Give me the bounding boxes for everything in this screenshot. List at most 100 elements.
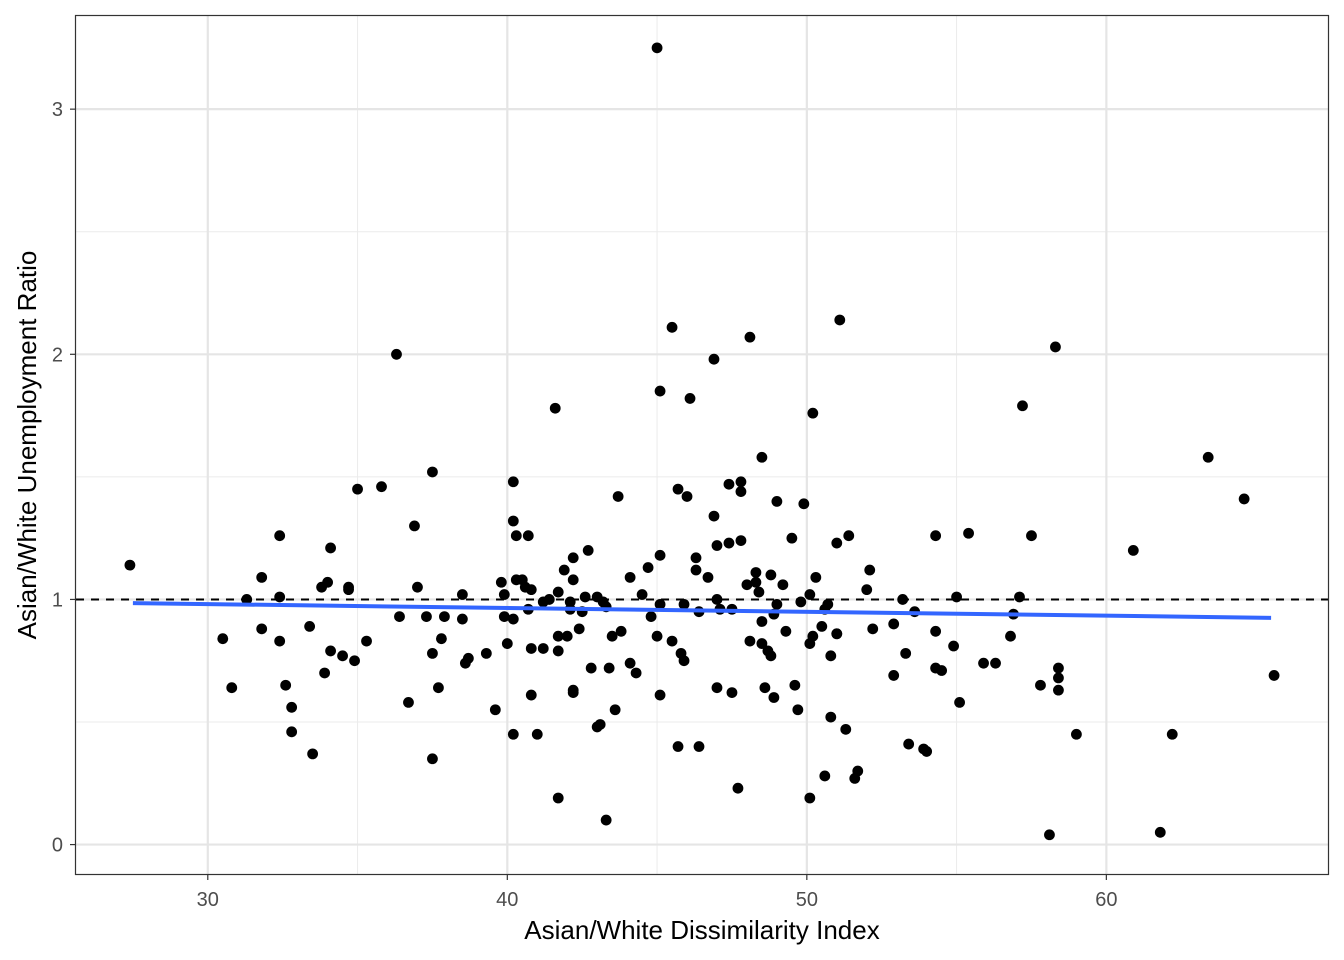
data-point xyxy=(585,662,597,674)
data-point xyxy=(807,407,819,419)
data-point xyxy=(525,584,537,596)
data-point xyxy=(732,782,744,794)
data-point xyxy=(672,483,684,495)
data-point xyxy=(864,564,876,576)
data-point xyxy=(756,638,768,649)
data-point xyxy=(349,655,360,667)
data-point xyxy=(888,618,900,630)
data-point xyxy=(274,530,286,542)
data-point xyxy=(921,746,933,757)
y-tick-label: 3 xyxy=(52,99,63,121)
data-point xyxy=(1071,728,1082,740)
data-point xyxy=(498,589,510,600)
data-point xyxy=(654,385,666,397)
data-point xyxy=(606,630,618,642)
data-point xyxy=(567,684,579,696)
data-point xyxy=(462,652,474,664)
data-point xyxy=(343,584,354,596)
data-point xyxy=(768,692,780,703)
y-tick-label: 1 xyxy=(52,589,63,611)
data-point xyxy=(624,571,636,583)
data-point xyxy=(412,581,423,593)
data-point xyxy=(352,483,363,495)
data-point xyxy=(286,726,298,738)
data-point xyxy=(322,576,333,588)
data-point xyxy=(963,527,974,539)
data-point xyxy=(903,738,915,750)
data-point xyxy=(744,635,756,647)
data-point xyxy=(624,657,636,669)
data-point xyxy=(573,623,585,635)
data-point xyxy=(376,481,387,493)
data-point xyxy=(537,643,549,654)
data-point xyxy=(582,545,594,556)
data-point xyxy=(930,530,942,542)
data-point xyxy=(394,611,405,622)
data-point xyxy=(645,611,657,622)
data-point xyxy=(756,616,768,627)
data-point xyxy=(900,647,912,659)
data-point xyxy=(843,530,855,542)
data-point xyxy=(615,625,627,637)
data-point xyxy=(678,655,690,667)
data-point xyxy=(427,466,438,478)
data-point xyxy=(439,611,450,622)
data-point xyxy=(765,569,777,581)
data-point xyxy=(726,687,738,698)
data-point xyxy=(609,704,621,716)
data-point xyxy=(436,633,447,645)
data-point xyxy=(888,670,900,681)
data-point xyxy=(567,574,579,586)
x-tick-label: 30 xyxy=(197,889,219,911)
data-point xyxy=(708,510,720,522)
data-point xyxy=(319,667,331,679)
data-point xyxy=(525,643,537,654)
data-point xyxy=(834,314,846,326)
data-point xyxy=(280,679,292,691)
data-point xyxy=(531,728,543,740)
data-point xyxy=(861,584,873,596)
data-point xyxy=(1202,451,1214,463)
data-point xyxy=(1053,662,1064,674)
data-point xyxy=(1053,684,1064,696)
data-point xyxy=(304,621,316,632)
data-point xyxy=(1166,728,1178,740)
data-point xyxy=(421,611,432,622)
data-point xyxy=(507,476,519,488)
data-point xyxy=(1053,672,1064,684)
data-point xyxy=(337,650,348,662)
data-point xyxy=(930,625,942,637)
data-point xyxy=(507,613,519,625)
data-point xyxy=(507,728,519,740)
data-point xyxy=(741,579,753,591)
data-point xyxy=(897,594,909,605)
data-point xyxy=(642,562,654,573)
data-point xyxy=(361,635,372,647)
data-point xyxy=(711,594,723,605)
data-point xyxy=(274,635,286,647)
data-point xyxy=(753,586,765,598)
data-point xyxy=(816,621,828,632)
data-point xyxy=(409,520,420,532)
data-point xyxy=(654,598,666,610)
data-point xyxy=(990,657,1001,669)
x-axis-title: Asian/White Dissimilarity Index xyxy=(524,915,879,945)
x-axis-ticks: 30 40 50 60 xyxy=(197,874,1117,911)
data-point xyxy=(612,491,624,502)
data-point xyxy=(630,667,642,679)
data-point xyxy=(804,792,816,804)
y-axis-title: Asian/White Unemployment Ratio xyxy=(12,251,42,640)
data-point xyxy=(792,704,804,716)
data-point xyxy=(1127,545,1139,556)
data-point xyxy=(1014,591,1025,603)
data-point xyxy=(274,591,286,603)
data-point xyxy=(684,393,696,404)
data-point xyxy=(510,530,522,542)
data-point xyxy=(501,638,513,649)
data-point xyxy=(1017,400,1028,412)
data-point xyxy=(433,682,444,694)
data-point xyxy=(558,564,570,576)
data-point xyxy=(750,567,762,578)
x-tick-label: 40 xyxy=(496,889,518,911)
data-point xyxy=(978,657,989,669)
